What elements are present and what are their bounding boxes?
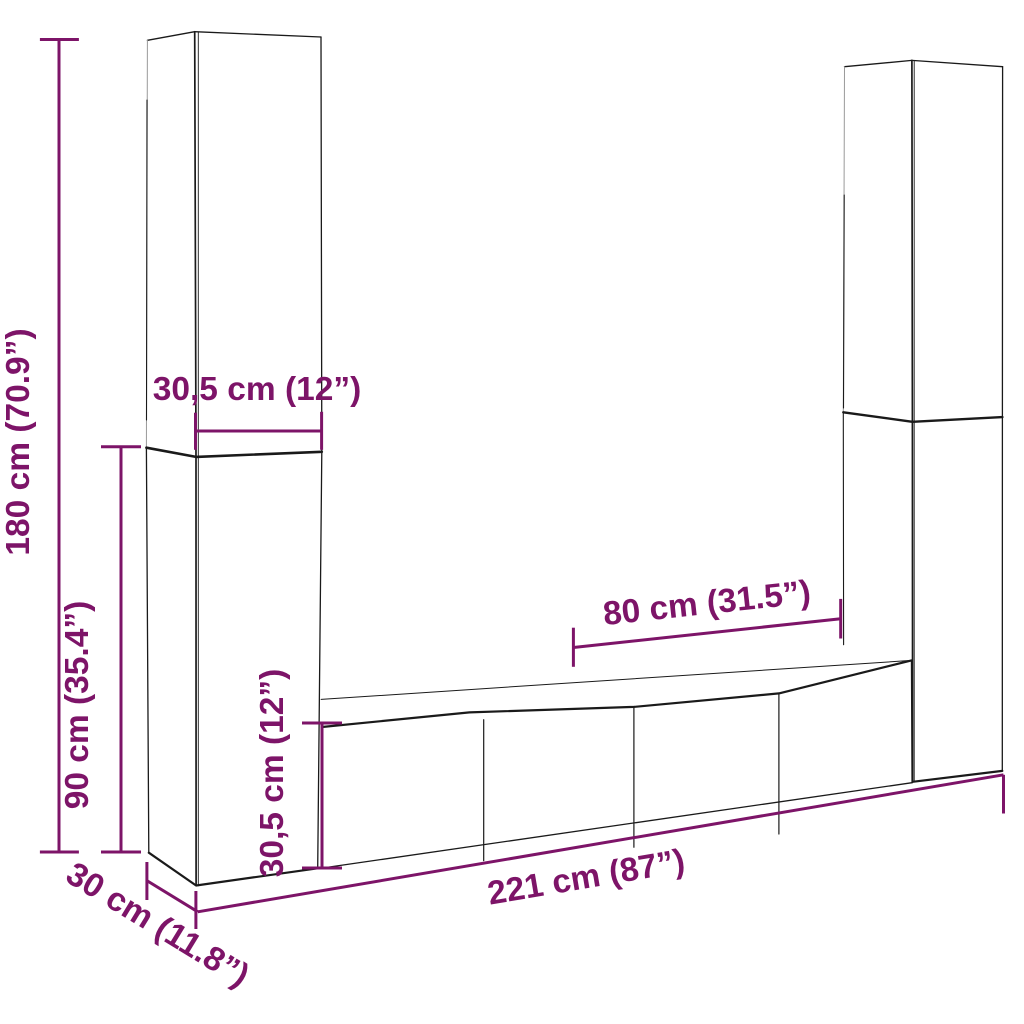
- svg-text:180 cm (70.9”): 180 cm (70.9”): [0, 328, 37, 555]
- svg-text:30,5 cm (12”): 30,5 cm (12”): [153, 371, 362, 408]
- svg-text:90 cm (35.4”): 90 cm (35.4”): [59, 601, 96, 810]
- svg-text:30,5 cm (12”): 30,5 cm (12”): [254, 669, 291, 878]
